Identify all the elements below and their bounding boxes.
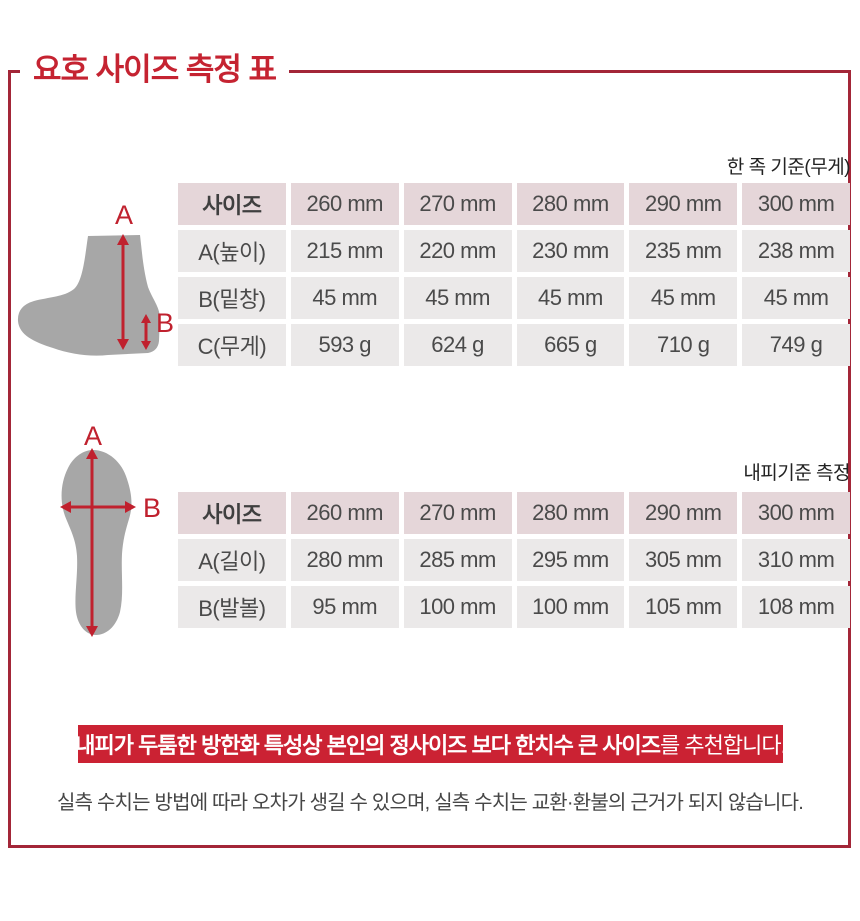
- boot-arrow-b: [141, 314, 151, 350]
- weight-cell: 45 mm: [629, 277, 738, 319]
- lining-cell: 108 mm: [742, 586, 850, 628]
- weight-table: 사이즈 260 mm 270 mm 280 mm 290 mm 300 mm A…: [178, 183, 850, 366]
- lining-cell: 310 mm: [742, 539, 850, 581]
- weight-cell: 45 mm: [290, 277, 399, 319]
- weight-cell: 45 mm: [516, 277, 625, 319]
- insole-arrow-b: [60, 501, 136, 513]
- weight-row-label: A(높이): [178, 230, 286, 272]
- lining-cell: 105 mm: [629, 586, 738, 628]
- boot-diagram: A B: [17, 200, 174, 356]
- lining-header-260: 260 mm: [290, 492, 399, 534]
- lining-row-label: A(길이): [178, 539, 286, 581]
- lining-cell: 280 mm: [290, 539, 399, 581]
- weight-row-label: B(밑창): [178, 277, 286, 319]
- lining-row-label: B(발볼): [178, 586, 286, 628]
- lining-table-caption: 내피기준 측정: [743, 463, 850, 484]
- weight-cell: 230 mm: [516, 230, 625, 272]
- lining-header-290: 290 mm: [629, 492, 738, 534]
- size-recommendation-banner: 내피가 두툼한 방한화 특성상 본인의 정사이즈 보다 한치수 큰 사이즈 를 추…: [75, 725, 787, 763]
- boot-silhouette: [17, 235, 161, 356]
- weight-row-label: C(무게): [178, 324, 286, 366]
- weight-cell: 215 mm: [290, 230, 399, 272]
- lining-cell: 305 mm: [629, 539, 738, 581]
- weight-table-caption: 한 족 기준(무게): [726, 157, 851, 178]
- insole-label-a: A: [84, 423, 102, 451]
- lining-header-300: 300 mm: [742, 492, 850, 534]
- lining-cell: 295 mm: [516, 539, 625, 581]
- red-frame-border: [8, 70, 851, 848]
- lining-cell: 95 mm: [290, 586, 399, 628]
- weight-cell: 593 g: [290, 324, 399, 366]
- weight-header-300: 300 mm: [742, 183, 850, 225]
- weight-cell: 220 mm: [403, 230, 512, 272]
- weight-header-270: 270 mm: [403, 183, 512, 225]
- insole-label-b: B: [143, 493, 161, 523]
- weight-cell: 624 g: [403, 324, 512, 366]
- weight-cell: 45 mm: [403, 277, 512, 319]
- lining-table: 사이즈 260 mm 270 mm 280 mm 290 mm 300 mm A…: [178, 492, 850, 628]
- boot-arrow-a: [117, 234, 129, 350]
- weight-cell: 235 mm: [629, 230, 738, 272]
- insole-arrow-a: [86, 448, 98, 637]
- weight-cell: 665 g: [516, 324, 625, 366]
- measurement-disclaimer: 실측 수치는 방법에 따라 오차가 생길 수 있으며, 실측 수치는 교환·환불…: [56, 792, 804, 814]
- weight-cell: 238 mm: [742, 230, 850, 272]
- boot-label-a: A: [115, 200, 133, 230]
- lining-cell: 100 mm: [516, 586, 625, 628]
- banner-bold-text: 내피가 두툼한 방한화 특성상 본인의 정사이즈 보다 한치수 큰 사이즈: [75, 733, 661, 758]
- banner-regular-text: 를 추천합니다.: [660, 733, 787, 758]
- insole-diagram: A B: [60, 423, 161, 637]
- lining-header-280: 280 mm: [516, 492, 625, 534]
- weight-header-260: 260 mm: [290, 183, 399, 225]
- weight-header-280: 280 mm: [516, 183, 625, 225]
- weight-cell: 710 g: [629, 324, 738, 366]
- page-title: 요호 사이즈 측정 표: [20, 51, 289, 89]
- weight-header-size: 사이즈: [178, 183, 286, 225]
- weight-header-290: 290 mm: [629, 183, 738, 225]
- insole-silhouette: [61, 450, 132, 635]
- weight-cell: 749 g: [742, 324, 850, 366]
- lining-header-size: 사이즈: [178, 492, 286, 534]
- lining-cell: 100 mm: [403, 586, 512, 628]
- weight-cell: 45 mm: [742, 277, 850, 319]
- lining-cell: 285 mm: [403, 539, 512, 581]
- lining-header-270: 270 mm: [403, 492, 512, 534]
- boot-label-b: B: [156, 308, 174, 338]
